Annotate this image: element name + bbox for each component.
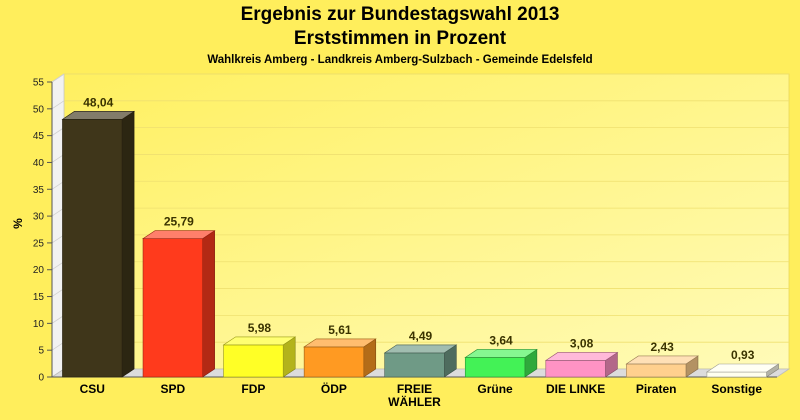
- y-tick-label: 50: [33, 104, 45, 115]
- y-tick-label: 15: [33, 292, 45, 303]
- y-tick-label: 5: [38, 346, 44, 357]
- y-tick-label: 35: [33, 185, 45, 196]
- chart-title: Ergebnis zur Bundestagswahl 2013: [240, 4, 560, 25]
- bar: [223, 344, 284, 378]
- bar-value-label: 5,61: [328, 323, 352, 337]
- x-category-label: FREIE: [397, 382, 432, 396]
- bar: [545, 360, 606, 378]
- bar-top: [303, 338, 377, 348]
- bar-value-label: 4,49: [409, 329, 433, 343]
- bar-top: [544, 352, 619, 361]
- grid-line-side: [51, 315, 65, 324]
- y-tick-label: 45: [33, 131, 45, 142]
- y-axis-label: %: [11, 218, 25, 229]
- y-tick-label: 20: [33, 265, 45, 276]
- bar: [464, 357, 526, 378]
- bar: [626, 363, 687, 378]
- y-tick-label: 55: [33, 78, 45, 89]
- bar-side: [202, 230, 215, 378]
- x-category-label: Piraten: [636, 382, 677, 396]
- grid-line-side: [51, 261, 65, 271]
- x-category-label: WÄHLER: [388, 394, 441, 409]
- bar-top: [625, 355, 699, 365]
- y-tick-label: 0: [38, 373, 44, 384]
- grid-line-side: [51, 100, 65, 110]
- x-category-label: FDP: [241, 382, 265, 396]
- bar: [62, 119, 123, 378]
- bar: [142, 238, 203, 378]
- y-tick-label: 30: [33, 212, 45, 223]
- grid-line-side: [51, 207, 65, 217]
- bar: [384, 352, 445, 378]
- chart-title-line2: Erststimmen in Prozent: [293, 28, 507, 49]
- bar-value-label: 0,93: [731, 348, 755, 362]
- bar-value-label: 48,04: [83, 95, 113, 109]
- y-tick-label: 40: [33, 158, 45, 169]
- x-category-label: ÖDP: [321, 381, 347, 396]
- grid-line-side: [51, 127, 65, 136]
- x-category-label: SPD: [160, 382, 185, 396]
- y-tick-label: 25: [33, 238, 45, 249]
- bar: [303, 346, 365, 378]
- chart-subtitle: Wahlkreis Amberg - Landkreis Amberg-Sulz…: [207, 54, 593, 66]
- x-category-label: Sonstige: [711, 382, 762, 396]
- x-category-label: Grüne: [477, 382, 513, 396]
- bar-value-label: 3,08: [570, 336, 594, 350]
- bar-value-label: 25,79: [164, 215, 194, 229]
- grid-line-side: [51, 234, 65, 244]
- y-tick-label: 10: [33, 319, 45, 330]
- grid-line-side: [51, 154, 65, 163]
- bar-side: [121, 110, 135, 378]
- bar-value-label: 2,43: [650, 340, 674, 354]
- bar-value-label: 5,98: [248, 321, 272, 335]
- bar-top: [464, 349, 538, 358]
- grid-line-side: [51, 341, 65, 351]
- bar-top: [383, 344, 458, 354]
- bar-value-label: 3,64: [489, 333, 513, 347]
- grid-line-side: [51, 288, 65, 297]
- bar-top: [705, 363, 780, 373]
- x-category-label: CSU: [80, 382, 105, 396]
- grid-line-side: [51, 180, 65, 190]
- bar: [706, 371, 767, 378]
- bar-top: [61, 111, 136, 120]
- grid-line-side: [51, 73, 65, 83]
- bar-top: [222, 336, 297, 346]
- x-category-label: DIE LINKE: [546, 382, 605, 396]
- bar-top: [142, 230, 216, 239]
